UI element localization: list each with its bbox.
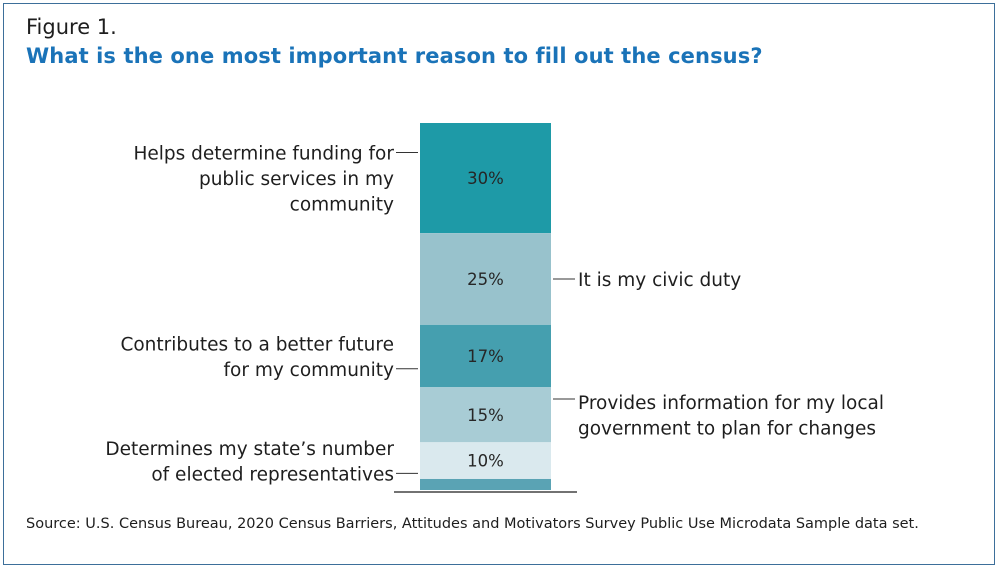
category-label-5-line-1: Determines my state’s number — [105, 439, 394, 460]
bar-segment-1 — [420, 123, 551, 234]
value-label-5: 10% — [467, 452, 504, 471]
category-label-3-line-2: for my community — [224, 360, 395, 381]
category-label-4-line-2: government to plan for changes — [578, 419, 876, 440]
value-label-1: 30% — [467, 169, 504, 188]
category-label-1-line-3: community — [290, 195, 394, 216]
bar-segment-5 — [420, 442, 551, 479]
bar-segment-2 — [420, 233, 551, 325]
category-label-1-line-1: Helps determine funding for — [133, 144, 394, 165]
value-label-4: 15% — [467, 406, 504, 425]
bar-segment-3 — [420, 324, 551, 388]
value-label-2: 25% — [467, 270, 504, 289]
bar-segment-6 — [420, 478, 551, 490]
chart-title: What is the one most important reason to… — [26, 44, 763, 68]
source-note: Source: U.S. Census Bureau, 2020 Census … — [26, 516, 919, 532]
value-label-3: 17% — [467, 347, 504, 366]
category-label-3-line-1: Contributes to a better future — [120, 334, 394, 355]
category-label-4-line-1: Provides information for my local — [578, 393, 884, 414]
category-label-5-line-2: of elected representatives — [151, 464, 394, 485]
category-label-2-line-1: It is my civic duty — [578, 270, 741, 291]
figure-label: Figure 1. — [26, 15, 117, 39]
bar-segment-4 — [420, 387, 551, 443]
category-label-1-line-2: public services in my — [199, 169, 394, 190]
